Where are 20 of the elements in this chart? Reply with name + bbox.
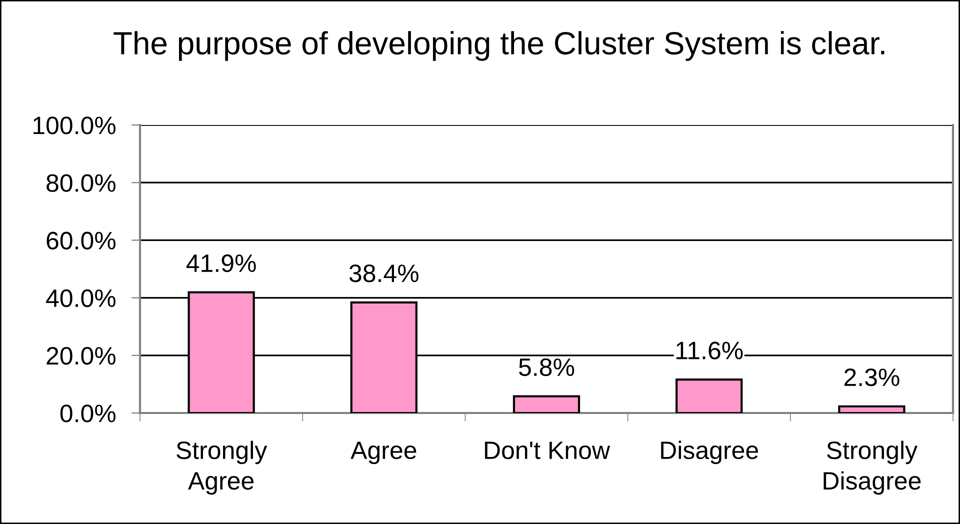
y-tick-label: 20.0% — [46, 347, 116, 365]
y-tick-label: 40.0% — [46, 289, 116, 308]
data-label: 2.3% — [844, 368, 900, 386]
y-tick-label: 60.0% — [46, 232, 116, 250]
chart-title: The purpose of developing the Cluster System is clear. — [114, 31, 884, 61]
data-label: 41.9% — [186, 254, 256, 272]
y-tick-label: 0.0% — [60, 404, 116, 422]
x-tick-label: Strongly Agree — [176, 440, 268, 495]
x-tick-label: Strongly Disagree — [824, 440, 921, 495]
bar — [512, 395, 580, 413]
bar — [838, 405, 906, 413]
y-tick-label: 100.0% — [34, 116, 116, 134]
data-label: 5.8% — [519, 358, 574, 376]
data-label: 11.6% — [676, 342, 743, 360]
y-tick-label: 80.0% — [46, 174, 116, 192]
x-tick-label: Don't Know — [485, 442, 610, 460]
x-tick-label: Agree — [350, 442, 416, 464]
x-tick-label: Disagree — [661, 440, 758, 464]
data-label: 38.4% — [349, 264, 418, 282]
bar — [676, 378, 743, 413]
